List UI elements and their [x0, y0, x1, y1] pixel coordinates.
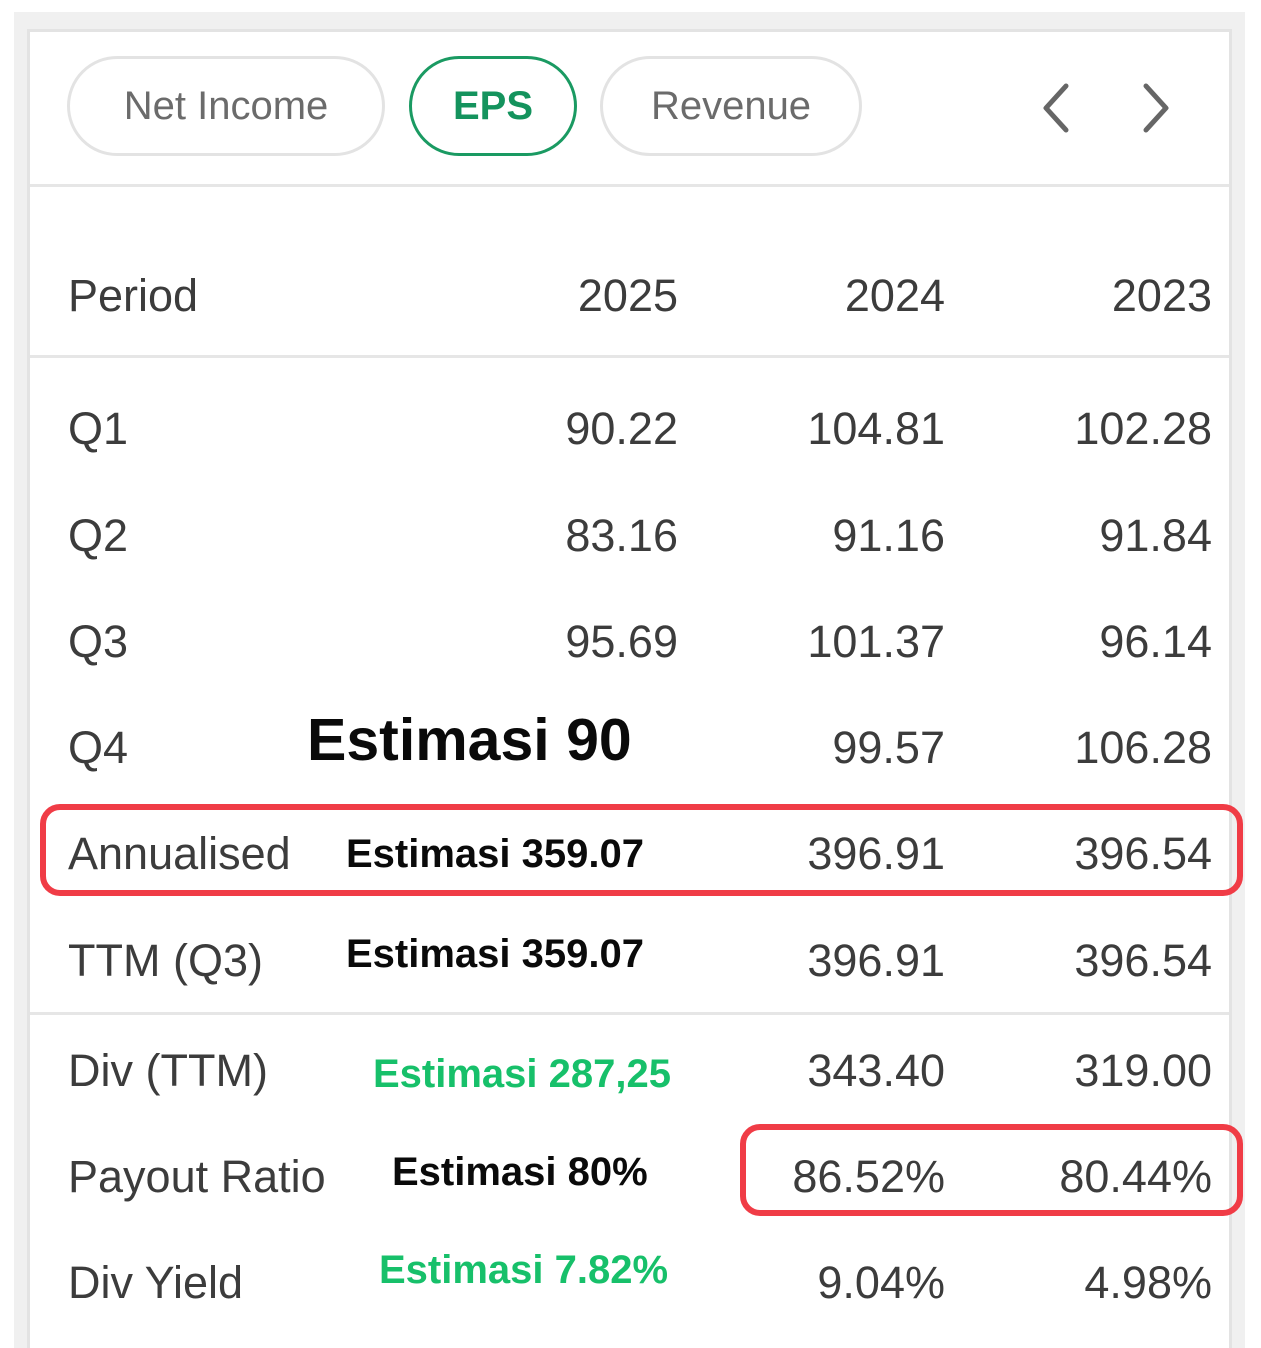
cell-value: 91.84 — [1099, 510, 1212, 561]
cell-value: 91.16 — [832, 510, 945, 561]
chevron-left-icon[interactable] — [1031, 80, 1081, 136]
metric-tabs-bar: Net Income EPS Revenue — [30, 32, 1229, 187]
cell-value: 99.57 — [832, 722, 945, 773]
year-header-2023: 2023 — [1111, 270, 1212, 321]
cell-value: 86.52% — [792, 1151, 945, 1202]
year-header-2024: 2024 — [844, 270, 945, 321]
cell-value: 90.22 — [565, 403, 678, 454]
cell-value: 343.40 — [807, 1045, 945, 1096]
cell-value: 396.91 — [807, 935, 945, 986]
annualised-estimate-annotation: Estimasi 359.07 — [346, 832, 644, 876]
cell-value: 96.14 — [1099, 616, 1212, 667]
period-header: Period — [68, 270, 199, 321]
row-label: Payout Ratio — [68, 1151, 326, 1202]
cell-value: 396.54 — [1074, 828, 1212, 879]
div-yield-estimate-annotation: Estimasi 7.82% — [379, 1248, 669, 1292]
cell-value: 9.04% — [817, 1257, 945, 1308]
row-label: Annualised — [68, 828, 291, 879]
div-ttm-estimate-annotation: Estimasi 287,25 — [373, 1052, 671, 1096]
annualised-highlight-box — [40, 804, 1243, 896]
header-divider — [30, 355, 1229, 358]
q4-estimate-annotation: Estimasi 90 — [307, 707, 632, 773]
row-label: Q1 — [68, 403, 129, 454]
cell-value: 95.69 — [565, 616, 678, 667]
tab-revenue[interactable]: Revenue — [600, 56, 862, 156]
payout-ratio-highlight-box — [740, 1124, 1243, 1216]
cell-value: 80.44% — [1059, 1151, 1212, 1202]
cell-value: 106.28 — [1074, 722, 1212, 773]
ttm-estimate-annotation: Estimasi 359.07 — [346, 932, 644, 976]
payout-ratio-estimate-annotation: Estimasi 80% — [392, 1150, 648, 1194]
section-divider — [30, 1012, 1229, 1015]
year-header-2025: 2025 — [577, 270, 678, 321]
cell-value: 104.81 — [807, 403, 945, 454]
tab-eps[interactable]: EPS — [409, 56, 577, 156]
cell-value: 396.91 — [807, 828, 945, 879]
row-label: Q2 — [68, 510, 129, 561]
cell-value: 102.28 — [1074, 403, 1212, 454]
chevron-right-icon[interactable] — [1131, 80, 1181, 136]
row-label: Div Yield — [68, 1257, 244, 1308]
cell-value: 83.16 — [565, 510, 678, 561]
row-label: Q4 — [68, 722, 129, 773]
row-label: Div (TTM) — [68, 1045, 268, 1096]
cell-value: 4.98% — [1084, 1257, 1212, 1308]
cell-value: 319.00 — [1074, 1045, 1212, 1096]
cell-value: 101.37 — [807, 616, 945, 667]
cell-value: 396.54 — [1074, 935, 1212, 986]
row-label: TTM (Q3) — [68, 935, 263, 986]
row-label: Q3 — [68, 616, 129, 667]
tab-net-income[interactable]: Net Income — [67, 56, 385, 156]
